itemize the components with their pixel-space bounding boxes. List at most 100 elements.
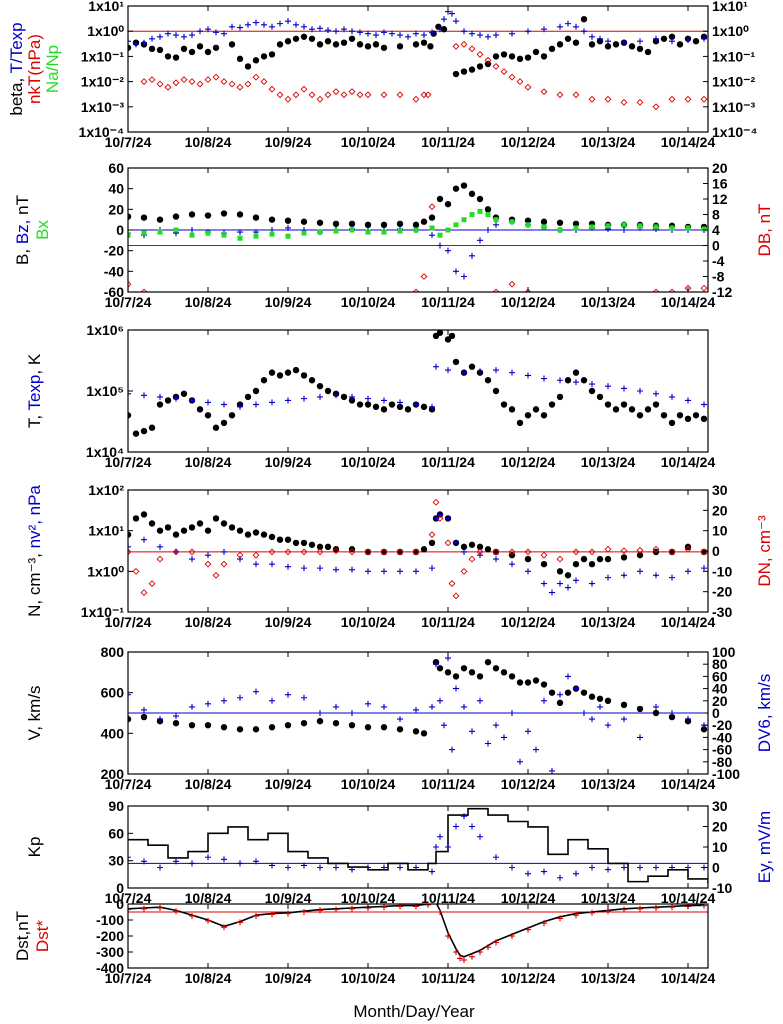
data-point: [436, 330, 444, 336]
data-point: [556, 555, 564, 563]
data-point: [204, 48, 212, 56]
data-point: [381, 229, 387, 235]
data-point: [453, 18, 459, 25]
data-point: [580, 555, 588, 563]
data-point: [620, 98, 628, 106]
data-point: [676, 412, 684, 419]
data-point: [317, 393, 323, 400]
y-tick-label: 90: [108, 798, 124, 814]
data-point: [556, 393, 564, 401]
data-point: [692, 38, 700, 45]
data-point: [509, 710, 515, 716]
data-point: [300, 33, 308, 40]
data-point: [701, 226, 707, 232]
data-point: [420, 403, 428, 411]
data-point: [508, 406, 516, 413]
data-point: [596, 555, 604, 563]
data-point: [220, 419, 228, 427]
data-point: [316, 543, 324, 551]
data-point: [189, 913, 195, 919]
data-point: [180, 527, 188, 534]
x-tick-label: 10/9/24: [265, 776, 312, 792]
y-axis-title: Kp: [25, 837, 44, 858]
data-point: [452, 592, 460, 600]
x-tick-label: 10/12/24: [501, 970, 556, 986]
data-point: [453, 949, 459, 955]
data-point: [476, 543, 484, 551]
data-point: [548, 689, 556, 696]
y-tick-right-label: 1x10⁻²: [712, 74, 756, 90]
x-tick-label: 10/11/24: [421, 776, 475, 792]
data-point: [653, 390, 659, 397]
data-point: [588, 560, 596, 568]
data-point: [541, 224, 547, 230]
data-point: [449, 10, 455, 17]
y-tick-label: -400: [96, 960, 124, 976]
data-point: [468, 45, 476, 53]
data-point: [508, 73, 516, 81]
y-tick-right-label: 1x10⁻³: [712, 99, 756, 115]
data-point: [517, 758, 523, 765]
data-point: [148, 424, 156, 431]
data-point: [188, 78, 196, 86]
y-axis-title: T, Texp, K: [25, 353, 44, 428]
y-axis-title-part: T,: [25, 411, 44, 429]
data-point: [244, 531, 252, 538]
data-point: [572, 560, 580, 568]
data-point: [348, 220, 356, 227]
data-point: [461, 369, 467, 376]
data-point: [221, 232, 227, 238]
y-tick-label: 400: [101, 725, 125, 741]
series-group: [128, 655, 708, 774]
y-axis-right-title: DV6, km/s: [755, 674, 774, 752]
data-point: [476, 548, 484, 556]
x-tick-label: 10/12/24: [501, 614, 556, 630]
data-point: [469, 728, 475, 735]
data-point: [444, 200, 452, 208]
data-point: [644, 406, 652, 413]
data-point: [128, 906, 131, 913]
data-point: [540, 551, 548, 559]
data-point: [141, 392, 147, 399]
data-point: [452, 185, 460, 192]
y-tick-right-label: 100: [712, 644, 736, 660]
data-point: [316, 717, 324, 725]
data-point: [156, 401, 164, 408]
data-point: [581, 28, 587, 35]
data-point: [412, 41, 420, 48]
data-point: [269, 231, 275, 237]
data-point: [173, 548, 179, 555]
data-point: [621, 227, 627, 233]
y-axis-title-part: N, cm⁻³,: [25, 548, 44, 616]
data-point: [572, 91, 580, 99]
x-tick-label: 10/8/24: [185, 970, 232, 986]
series-group: [128, 8, 708, 111]
data-point: [430, 30, 437, 37]
data-point: [433, 844, 439, 850]
data-point: [580, 689, 588, 696]
data-point: [252, 214, 260, 221]
data-point: [540, 412, 548, 419]
data-point: [492, 665, 500, 672]
y-tick-right-label: 16: [712, 176, 728, 192]
data-point: [621, 385, 627, 392]
data-point: [316, 95, 324, 103]
data-point: [301, 565, 307, 572]
y-tick-right-label: 1x10⁻¹: [712, 48, 756, 64]
data-point: [332, 547, 340, 555]
data-point: [605, 866, 611, 873]
data-point: [157, 229, 163, 235]
data-point: [189, 227, 195, 233]
y-axis-title: Dst*: [33, 920, 52, 953]
data-point: [485, 740, 491, 747]
data-point: [148, 76, 156, 84]
data-point: [541, 868, 547, 875]
y-tick-label: 1x10⁶: [86, 322, 124, 338]
y-tick-right-label: 0: [712, 705, 720, 721]
x-tick-label: 10/8/24: [185, 890, 232, 906]
data-point: [173, 713, 179, 720]
data-point: [620, 547, 628, 555]
series-group: [128, 807, 708, 884]
data-point: [428, 203, 436, 211]
data-point: [285, 864, 291, 871]
